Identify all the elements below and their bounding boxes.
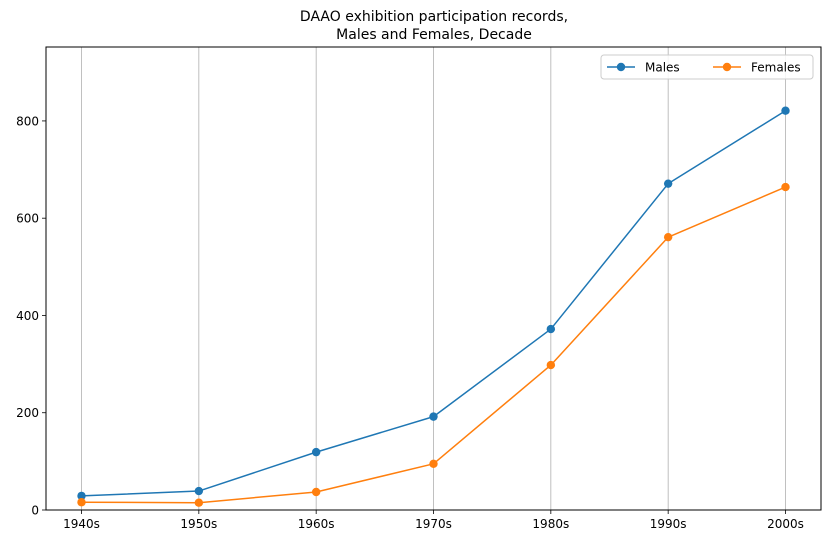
x-tick-label-1980s: 1980s (532, 517, 569, 531)
data-point-females-1970s (429, 460, 437, 468)
data-point-females-1990s (664, 233, 672, 241)
legend-marker-females (723, 63, 731, 71)
data-point-males-1960s (312, 448, 320, 456)
axes: 1940s 1950s 1960s 1970s 1980s 1990s 2000s 0 200 4… (16, 114, 804, 531)
x-tick-label-1990s: 1990s (650, 517, 687, 531)
y-tick-label-0: 0 (31, 504, 39, 518)
x-tick-label-1950s: 1950s (180, 517, 217, 531)
data-point-males-2000s (781, 107, 789, 115)
y-tick-label-200: 200 (16, 406, 39, 420)
legend: Males Females (601, 55, 813, 79)
x-tick-label-2000s: 2000s (767, 517, 804, 531)
data-point-males-1990s (664, 179, 672, 187)
y-tick-label-600: 600 (16, 212, 39, 226)
legend-label-females: Females (751, 61, 801, 75)
legend-marker-males (617, 63, 625, 71)
chart-title-line-2: Males and Females, Decade (336, 27, 532, 43)
data-point-females-1980s (547, 361, 555, 369)
data-point-females-1960s (312, 488, 320, 496)
legend-label-males: Males (645, 61, 680, 75)
gridlines (82, 47, 786, 510)
y-tick-label-800: 800 (16, 114, 39, 128)
x-tick-label-1970s: 1970s (415, 517, 452, 531)
data-point-males-1980s (547, 325, 555, 333)
data-point-females-1950s (195, 499, 203, 507)
data-point-males-1970s (429, 412, 437, 420)
x-tick-label-1960s: 1960s (298, 517, 335, 531)
x-tick-label-1940s: 1940s (63, 517, 100, 531)
chart-title-line-1: DAAO exhibition participation records, (300, 9, 568, 25)
data-point-females-1940s (77, 498, 85, 506)
data-point-males-1950s (195, 487, 203, 495)
y-tick-label-400: 400 (16, 309, 39, 323)
data-point-females-2000s (781, 183, 789, 191)
